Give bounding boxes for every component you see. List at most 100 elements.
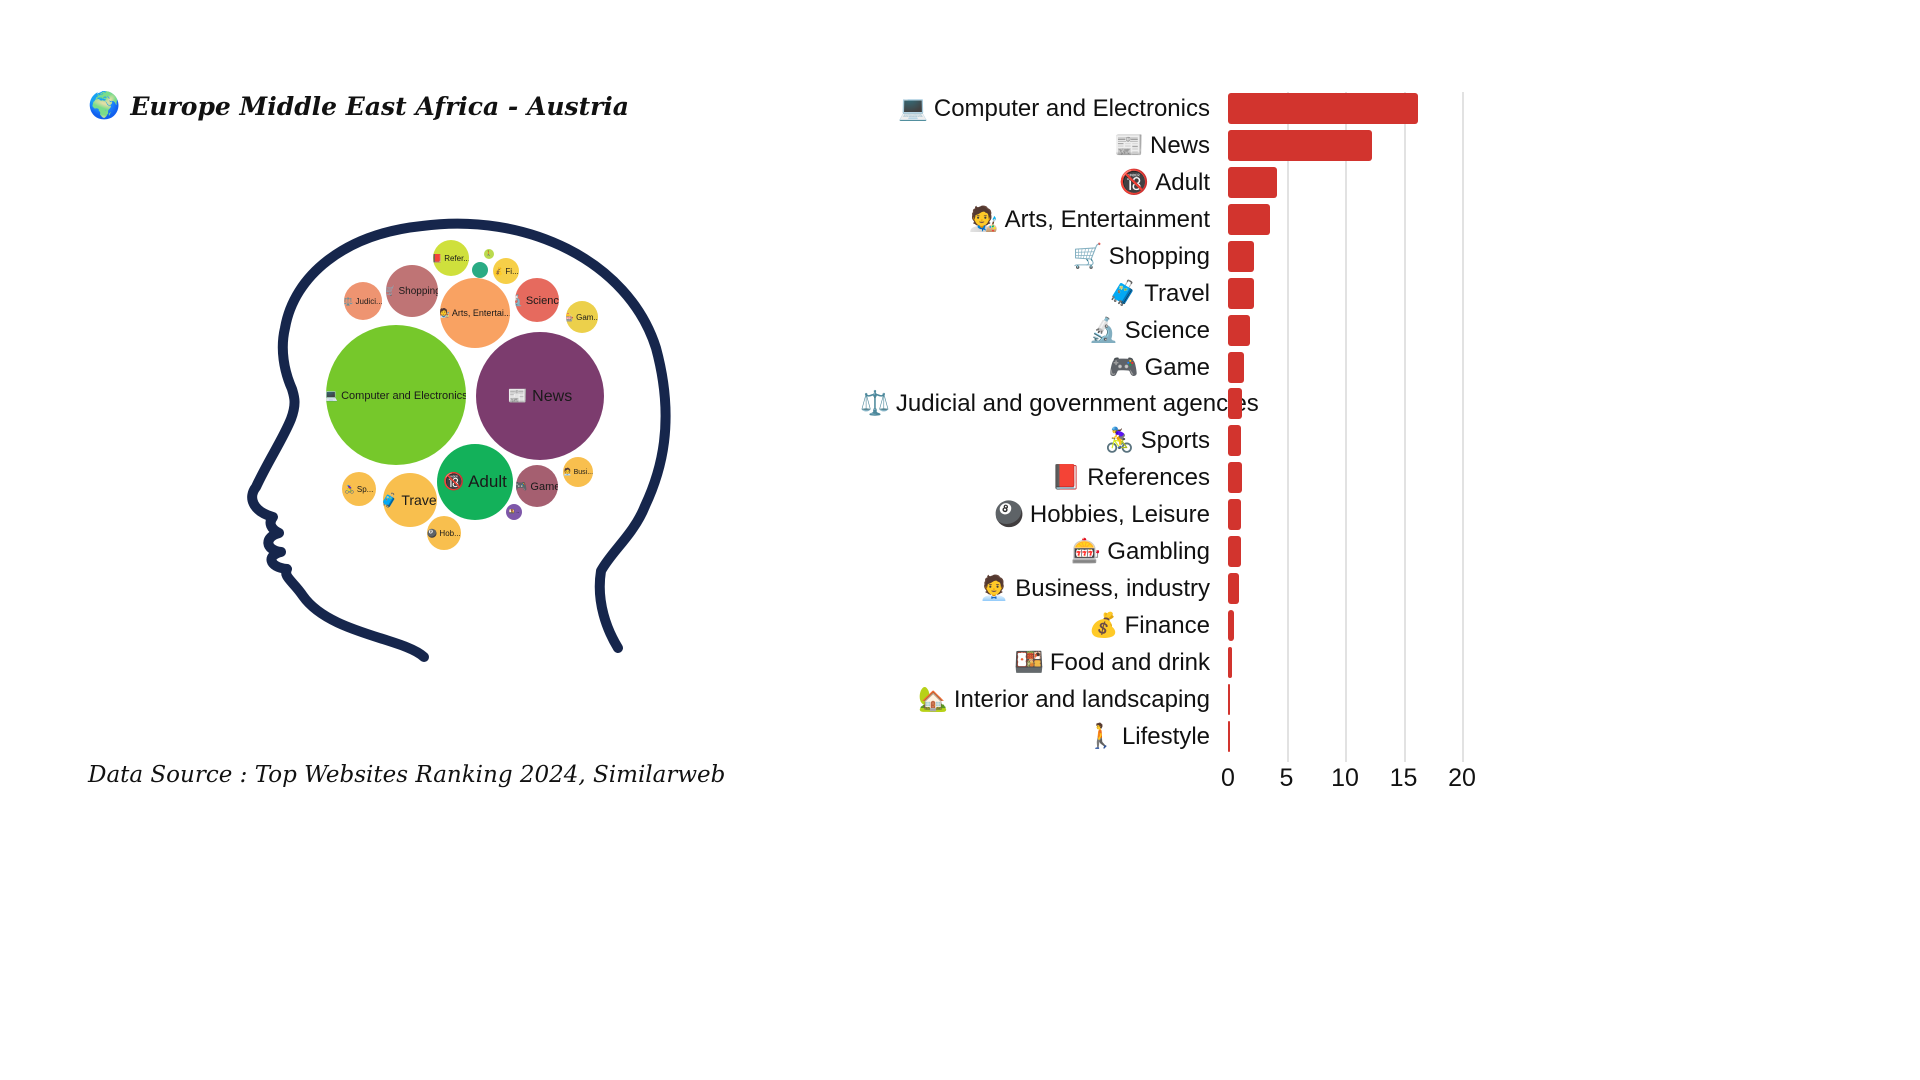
bubble-label: 🧑‍💼 Busi...: [563, 469, 593, 476]
gridline-15: [1403, 92, 1406, 762]
bubble-interior-and-landscaping: [472, 262, 488, 278]
bar: [1228, 351, 1245, 383]
bar-row: 🍱 Food and drink: [860, 644, 1520, 681]
no-under-18-icon: 🔞: [1119, 168, 1150, 196]
x-tick-0: 0: [1221, 764, 1235, 792]
bar-label: 🍱 Food and drink: [860, 644, 1210, 681]
bar-label-text: Hobbies, Leisure: [1029, 501, 1210, 529]
bar-label-text: Finance: [1124, 612, 1210, 640]
bubble-game: 🎮 Game: [516, 465, 558, 507]
bar-label: 🚶 Lifestyle: [860, 718, 1210, 755]
bar-label: 🎱 Hobbies, Leisure: [860, 496, 1210, 533]
microscope-icon: 🔬: [1088, 316, 1119, 344]
bubble-lifestyle: 🚶: [484, 249, 494, 259]
bar-label-text: Sports: [1140, 427, 1210, 455]
x-tick-10: 10: [1331, 764, 1359, 792]
bar-label: 📕 References: [860, 459, 1210, 496]
bar-label: 💰 Finance: [860, 607, 1210, 644]
bubble-computer-and-electronics: 💻 Computer and Electronics: [326, 325, 466, 465]
bubble-label: 🎰 Gam...: [566, 312, 598, 322]
bubble-gambling: 🎰 Gam...: [566, 301, 598, 333]
bar-label-text: Food and drink: [1049, 648, 1210, 676]
bar-row: 🚴‍♀️ Sports: [860, 422, 1520, 459]
bar: [1228, 314, 1251, 346]
bubble-travel: 🧳 Travel: [383, 473, 437, 527]
bar-label-text: Gambling: [1107, 538, 1210, 566]
bar-row: 🧳 Travel: [860, 275, 1520, 312]
office-worker-icon: 🧑‍💼: [979, 575, 1010, 603]
bar-label: 🧳 Travel: [860, 275, 1210, 312]
bar-label: ⚖️ Judicial and government agencies: [860, 385, 1259, 422]
bubble-label: 🛒 Shopping: [386, 285, 438, 297]
bar-row: 🏡 Interior and landscaping: [860, 681, 1520, 718]
bar-label: 🚴‍♀️ Sports: [860, 422, 1210, 459]
bar-label-text: Computer and Electronics: [933, 95, 1210, 122]
bar-label-text: Business, industry: [1015, 575, 1210, 603]
bar: [1228, 166, 1278, 198]
bubble-food-and-drink: 🍱 ..: [506, 504, 522, 520]
bar-row: 💰 Finance: [860, 607, 1520, 644]
bar-label-text: Science: [1124, 316, 1210, 344]
bar: [1228, 646, 1232, 678]
bar-row: 🔬 Science: [860, 312, 1520, 349]
eight-ball-icon: 🎱: [994, 501, 1024, 529]
bar-label: 🔬 Science: [860, 312, 1210, 349]
bar-row: 🎰 Gambling: [860, 533, 1520, 570]
gridline-10: [1345, 92, 1347, 762]
bar-row: 🚶 Lifestyle: [860, 718, 1520, 755]
bar-row: 💻 Computer and Electronics: [860, 90, 1520, 127]
bar-label: 🎮 Game: [860, 349, 1210, 386]
bar: [1228, 720, 1230, 752]
bar-label: 🔞 Adult: [860, 164, 1210, 201]
x-tick-20: 20: [1448, 764, 1476, 792]
bar: [1228, 240, 1254, 272]
bar-label: 🏡 Interior and landscaping: [860, 681, 1210, 718]
newspaper-icon: 📰: [1114, 131, 1144, 159]
bar-label: 🧑‍💼 Business, industry: [860, 570, 1210, 607]
book-icon: 📕: [1051, 464, 1082, 492]
house-garden-icon: 🏡: [917, 685, 948, 713]
globe-icon: 🌍: [88, 91, 121, 121]
bubble-label: 💻 Computer and Electronics: [326, 389, 466, 402]
bento-box-icon: 🍱: [1014, 648, 1044, 676]
bar-label-text: Travel: [1144, 279, 1210, 307]
bar: [1228, 277, 1254, 309]
bar-row: 📕 References: [860, 459, 1520, 496]
bar-label-text: Adult: [1155, 168, 1210, 196]
cyclist-icon: 🚴‍♀️: [1104, 427, 1135, 455]
bubble-label: 🍱 ..: [508, 509, 520, 515]
bubble-science: 🔬 Science: [515, 278, 559, 322]
bubble-references: 📕 Refer...: [433, 240, 469, 276]
bar-label: 🎰 Gambling: [860, 533, 1210, 570]
bar-label-text: Game: [1144, 353, 1210, 381]
bar: [1228, 129, 1372, 161]
bar-label-text: Arts, Entertainment: [1004, 205, 1210, 233]
bar-row: 🎱 Hobbies, Leisure: [860, 496, 1520, 533]
bubble-label: 🧳 Travel: [383, 491, 437, 508]
bubble-shopping: 🛒 Shopping: [386, 265, 438, 317]
bubble-label: 💰 Fi...: [493, 266, 519, 276]
bar-label: 🧑‍🎨 Arts, Entertainment: [860, 201, 1210, 238]
artist-icon: 🧑‍🎨: [968, 205, 999, 233]
bar: [1228, 610, 1235, 642]
bar: [1228, 683, 1230, 715]
page-title: 🌍 Europe Middle East Africa - Austria: [88, 88, 629, 124]
bubble-label: 🚶: [485, 251, 493, 257]
bubble-finance: 💰 Fi...: [493, 258, 519, 284]
bar-label-text: References: [1087, 464, 1210, 492]
bar-row: 🛒 Shopping: [860, 238, 1520, 275]
bubble-label: 📕 Refer...: [433, 253, 469, 263]
bar: [1228, 425, 1241, 457]
bar-label: 📰 News: [860, 127, 1210, 164]
bar-label-text: Shopping: [1108, 242, 1210, 270]
bubble-label: 🎱 Hob...: [427, 528, 461, 538]
page-title-text: Europe Middle East Africa - Austria: [130, 91, 630, 121]
bar-row: ⚖️ Judicial and government agencies: [860, 385, 1520, 422]
bar: [1228, 93, 1418, 124]
bubble-label: 🧑‍🎨 Arts, Entertai...: [440, 307, 510, 318]
gridline-20: [1462, 92, 1464, 762]
laptop-icon: 💻: [897, 95, 928, 122]
walking-person-icon: 🚶: [1086, 722, 1116, 750]
bubble-hobbies-leisure: 🎱 Hob...: [427, 516, 461, 550]
